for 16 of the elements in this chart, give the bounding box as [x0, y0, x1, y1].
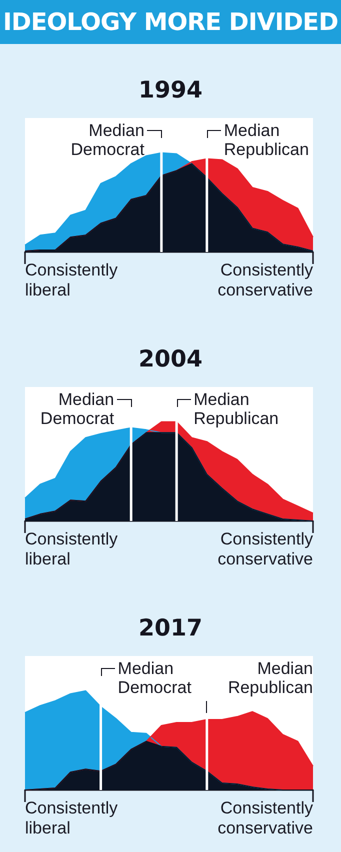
- chart-title: 2017: [138, 616, 203, 642]
- annotation: Median Democrat: [118, 658, 192, 697]
- text: Consistently conservative: [218, 798, 314, 838]
- chart-title: 2004: [138, 346, 203, 372]
- annotation: Median Democrat: [70, 120, 145, 159]
- text: Consistently conservative: [218, 260, 314, 300]
- annotation: Median Democrat: [40, 390, 114, 428]
- text: Consistently liberal: [25, 530, 118, 568]
- text: Consistently liberal: [25, 798, 118, 838]
- chart-subtitle: 1994: [138, 78, 203, 104]
- annotation: Median Republican: [194, 390, 279, 428]
- text: Consistently liberal: [25, 260, 118, 300]
- annotation: Median Republican: [224, 120, 309, 159]
- text: Consistently conservative: [218, 530, 314, 568]
- chart-title: IDEOLOGY MORE DIVIDED: [0, 0, 341, 44]
- annotation: Median Republican: [228, 658, 313, 697]
